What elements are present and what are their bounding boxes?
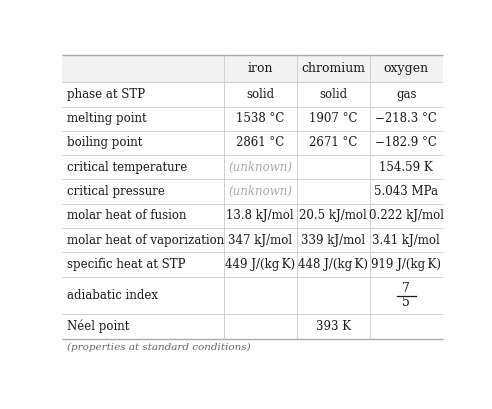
Text: phase at STP: phase at STP xyxy=(67,88,145,101)
Text: 393 K: 393 K xyxy=(315,320,351,333)
Text: molar heat of fusion: molar heat of fusion xyxy=(67,209,187,222)
Text: (unknown): (unknown) xyxy=(228,185,292,198)
Text: specific heat at STP: specific heat at STP xyxy=(67,258,185,271)
Text: 1907 °C: 1907 °C xyxy=(309,112,357,125)
Text: 5.043 MPa: 5.043 MPa xyxy=(374,185,438,198)
Text: 347 kJ/mol: 347 kJ/mol xyxy=(228,234,292,247)
Text: 13.8 kJ/mol: 13.8 kJ/mol xyxy=(226,209,294,222)
Text: melting point: melting point xyxy=(67,112,147,125)
Text: −218.3 °C: −218.3 °C xyxy=(375,112,437,125)
Text: 2671 °C: 2671 °C xyxy=(309,137,357,149)
Text: (properties at standard conditions): (properties at standard conditions) xyxy=(67,343,251,352)
Text: oxygen: oxygen xyxy=(384,62,429,75)
Text: gas: gas xyxy=(396,88,416,101)
Bar xyxy=(62,55,443,82)
Text: 449 J/(kg K): 449 J/(kg K) xyxy=(225,258,295,271)
Text: 339 kJ/mol: 339 kJ/mol xyxy=(301,234,365,247)
Text: 919 J/(kg K): 919 J/(kg K) xyxy=(371,258,441,271)
Text: 448 J/(kg K): 448 J/(kg K) xyxy=(298,258,368,271)
Text: chromium: chromium xyxy=(301,62,365,75)
Text: critical pressure: critical pressure xyxy=(67,185,165,198)
Text: critical temperature: critical temperature xyxy=(67,161,187,174)
Text: solid: solid xyxy=(319,88,347,101)
Text: 7: 7 xyxy=(402,282,410,295)
Text: −182.9 °C: −182.9 °C xyxy=(375,137,437,149)
Text: 154.59 K: 154.59 K xyxy=(379,161,433,174)
Text: Néel point: Néel point xyxy=(67,320,129,333)
Text: 5: 5 xyxy=(402,296,410,309)
Text: 2861 °C: 2861 °C xyxy=(236,137,284,149)
Text: (unknown): (unknown) xyxy=(228,161,292,174)
Text: boiling point: boiling point xyxy=(67,137,143,149)
Text: iron: iron xyxy=(247,62,273,75)
Text: 3.41 kJ/mol: 3.41 kJ/mol xyxy=(372,234,440,247)
Text: molar heat of vaporization: molar heat of vaporization xyxy=(67,234,224,247)
Text: adiabatic index: adiabatic index xyxy=(67,289,158,302)
Text: 20.5 kJ/mol: 20.5 kJ/mol xyxy=(299,209,367,222)
Text: solid: solid xyxy=(246,88,274,101)
Text: 1538 °C: 1538 °C xyxy=(236,112,284,125)
Text: 0.222 kJ/mol: 0.222 kJ/mol xyxy=(369,209,444,222)
